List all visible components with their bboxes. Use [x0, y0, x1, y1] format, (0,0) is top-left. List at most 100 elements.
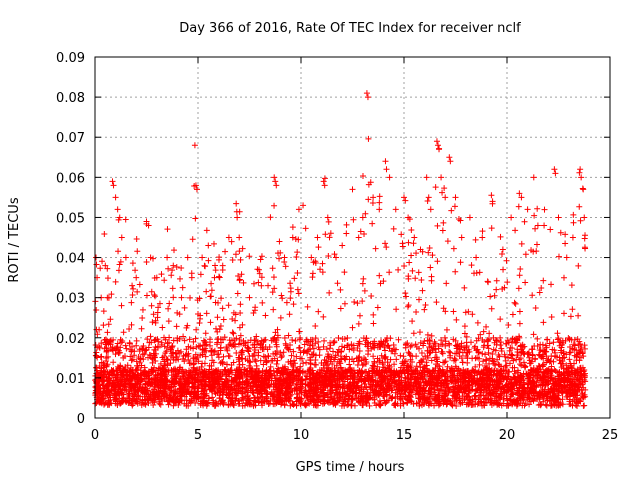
data-point-noise [187, 399, 194, 406]
data-point-noise [150, 350, 157, 357]
data-point-noise [117, 258, 124, 265]
data-point-noise [108, 291, 115, 298]
data-point-noise [560, 310, 567, 317]
data-point-noise [135, 393, 142, 400]
data-point-noise [225, 401, 232, 408]
data-point-noise [399, 240, 406, 247]
data-point-noise [433, 299, 440, 306]
data-point-noise [112, 351, 119, 358]
data-point-noise [451, 203, 458, 210]
data-point-noise [405, 275, 412, 282]
data-point-noise [273, 360, 280, 367]
data-point-noise [443, 401, 450, 408]
data-point-noise [567, 313, 574, 320]
data-point-noise [560, 274, 567, 281]
data-point-noise [271, 285, 278, 292]
data-points [92, 90, 589, 409]
data-point-noise [567, 349, 574, 356]
data-point-noise [484, 278, 491, 285]
data-point-noise [370, 320, 377, 327]
data-point-noise [383, 244, 390, 251]
data-point-noise [498, 250, 505, 257]
data-point-noise [340, 374, 347, 381]
data-point-noise [365, 135, 372, 142]
data-point-noise [454, 372, 461, 379]
data-point-noise [330, 348, 337, 355]
data-point-noise [325, 364, 332, 371]
data-point-noise [497, 342, 504, 349]
data-point-noise [438, 337, 445, 344]
data-point-noise [566, 393, 573, 400]
data-point-noise [236, 354, 243, 361]
data-point-noise [488, 305, 495, 312]
data-point-noise [117, 344, 124, 351]
data-point-noise [279, 295, 286, 302]
data-point-noise [391, 361, 398, 368]
data-point-noise [569, 306, 576, 313]
data-point-noise [321, 337, 328, 344]
data-point-noise [428, 332, 435, 339]
data-point-noise [379, 392, 386, 399]
data-point-noise [277, 314, 284, 321]
data-point-noise [500, 400, 507, 407]
data-point-noise [169, 285, 176, 292]
data-point-noise [465, 393, 472, 400]
data-point-noise [534, 335, 541, 342]
data-point-noise [203, 310, 210, 317]
data-point-noise [355, 320, 362, 327]
data-point-noise [505, 402, 512, 409]
data-point-noise [317, 266, 324, 273]
data-point-noise [386, 269, 393, 276]
data-point-noise [538, 401, 545, 408]
data-point-noise [165, 397, 172, 404]
data-point-noise [515, 203, 522, 210]
data-point-noise [196, 320, 203, 327]
data-point-noise [278, 353, 285, 360]
data-point-noise [239, 321, 246, 328]
data-point-noise [495, 352, 502, 359]
data-point-noise [148, 302, 155, 309]
data-point-noise [158, 341, 165, 348]
data-point-noise [166, 300, 173, 307]
data-point-noise [486, 355, 493, 362]
data-point-noise [212, 262, 219, 269]
data-point-noise [365, 396, 372, 403]
data-point-noise [481, 338, 488, 345]
data-point-noise [566, 349, 573, 356]
data-point-noise [174, 347, 181, 354]
data-point-noise [315, 244, 322, 251]
data-point-noise [223, 361, 230, 368]
data-point-noise [444, 363, 451, 370]
data-point-noise [148, 288, 155, 295]
data-point-noise [356, 340, 363, 347]
data-point-noise [140, 343, 147, 350]
data-point-noise [483, 356, 490, 363]
data-point-noise [535, 351, 542, 358]
data-point-noise [476, 269, 483, 276]
data-point-noise [531, 392, 538, 399]
data-point-noise [431, 386, 438, 393]
data-point-noise [281, 402, 288, 409]
data-point-noise [515, 397, 522, 404]
data-point-noise [517, 361, 524, 368]
data-point-noise [270, 306, 277, 313]
data-point-noise [434, 258, 441, 265]
data-point-noise [239, 355, 246, 362]
data-point-noise [247, 383, 254, 390]
data-point-noise [376, 199, 383, 206]
data-point-noise [397, 402, 404, 409]
data-point-noise [413, 308, 420, 315]
data-point-noise [171, 247, 178, 254]
data-point-noise [270, 336, 277, 343]
data-point-noise [97, 353, 104, 360]
data-point-noise [186, 336, 193, 343]
data-point-noise [509, 345, 516, 352]
data-point-noise [127, 367, 134, 374]
data-point-noise [240, 279, 247, 286]
data-point-noise [157, 401, 164, 408]
data-point-noise [144, 336, 151, 343]
data-point-noise [147, 333, 154, 340]
data-point-noise [432, 354, 439, 361]
data-point-noise [120, 354, 127, 361]
data-point-noise [569, 365, 576, 372]
